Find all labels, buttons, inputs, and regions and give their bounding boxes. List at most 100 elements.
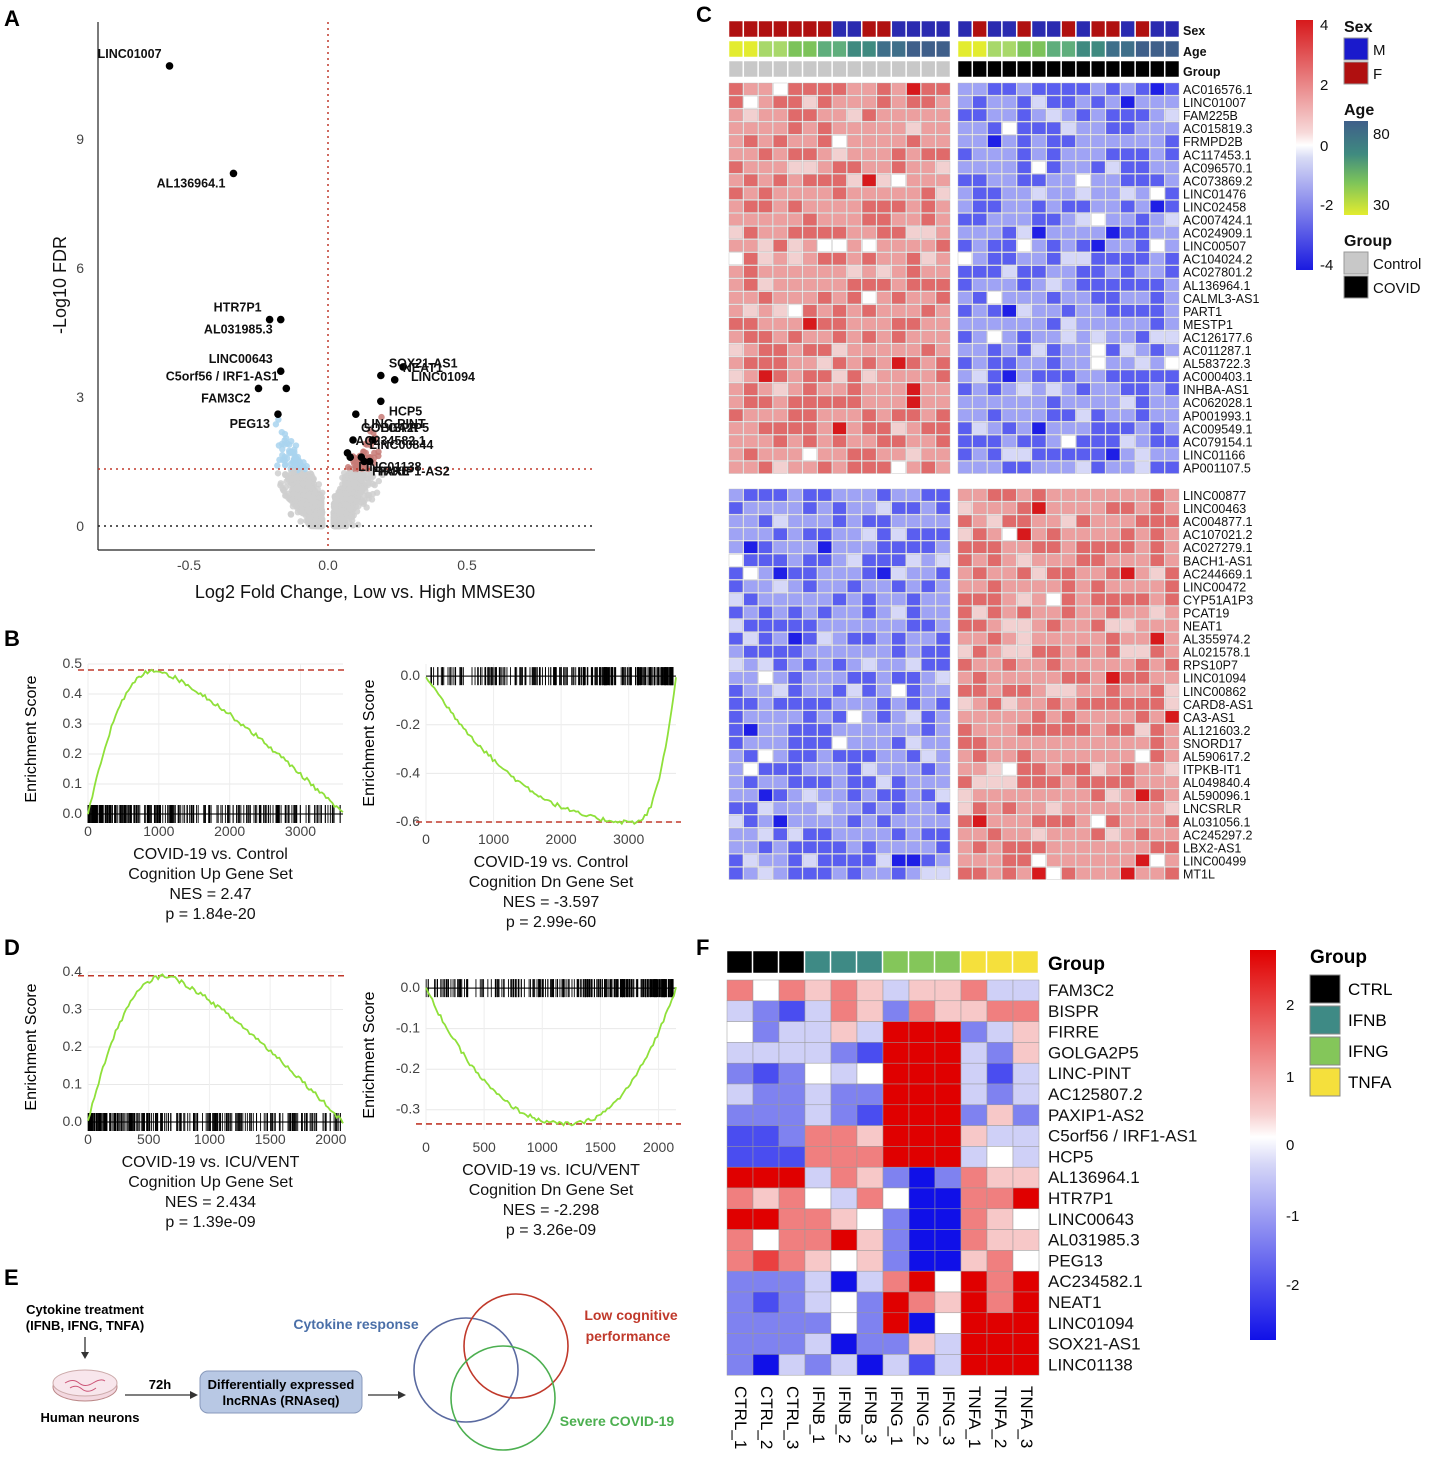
heatmap-c-cell — [728, 448, 744, 461]
heatmap-c-cell — [1150, 369, 1165, 383]
f-group-cell — [778, 950, 805, 974]
heatmap-f-cell — [778, 1042, 806, 1064]
heatmap-c-cell — [862, 317, 877, 331]
heatmap-c-cell — [847, 239, 862, 252]
heatmap-c-cell — [1031, 226, 1047, 239]
heatmap-c-cell — [891, 671, 906, 684]
heatmap-c-cell — [876, 174, 892, 187]
volcano-background-point — [286, 449, 293, 457]
heatmap-c-cell — [847, 382, 862, 396]
heatmap-c-cell — [1120, 304, 1135, 318]
heatmap-f-cell — [726, 1291, 754, 1314]
heatmap-c-cell — [1135, 501, 1150, 515]
heatmap-c-cell — [891, 422, 906, 435]
venn-covid-label: Severe COVID-19 — [560, 1413, 675, 1429]
heatmap-c-cell — [906, 291, 921, 305]
gsea-set: Cognition Dn Gene Set — [469, 1182, 634, 1199]
heatmap-c-cell — [832, 580, 847, 593]
heatmap-c-cell — [743, 593, 758, 606]
heatmap-f-cell — [804, 1291, 832, 1314]
heatmap-c-cell — [743, 396, 758, 409]
heatmap-c-cell — [987, 161, 1002, 174]
heatmap-c-row-label: AC244669.1 — [1183, 567, 1253, 581]
heatmap-c-cell — [957, 369, 973, 383]
heatmap-f-cell — [960, 1062, 988, 1085]
heatmap-c-cell — [1135, 684, 1150, 698]
heatmap-c-cell — [1150, 304, 1165, 318]
heatmap-c-cell — [743, 356, 758, 370]
heatmap-c-cell — [921, 697, 936, 711]
heatmap-c-cell — [1090, 697, 1106, 711]
heatmap-c-row-label: AC245297.2 — [1183, 828, 1253, 842]
heatmap-c-cell — [906, 265, 921, 278]
heatmap-c-cell — [788, 174, 803, 187]
heatmap-f-cell — [778, 1125, 806, 1147]
heatmap-c-cell — [921, 723, 936, 737]
heatmap-c-cell — [1076, 435, 1091, 448]
heatmap-c-cell — [802, 841, 818, 854]
heatmap-c-cell — [921, 684, 936, 698]
f-group-cell — [804, 950, 831, 974]
heatmap-c-cell — [906, 304, 921, 318]
gsea-ytick: -0.6 — [396, 813, 420, 829]
heatmap-c-cell — [891, 265, 906, 278]
heatmap-c-cell — [891, 580, 906, 593]
heatmap-c-cell — [876, 409, 892, 422]
heatmap-c-cell — [847, 580, 862, 593]
heatmap-c-cell — [1164, 382, 1180, 396]
heatmap-c-cell — [1120, 461, 1135, 474]
heatmap-c-cell — [1076, 658, 1091, 671]
heatmap-c-cell — [936, 265, 951, 278]
heatmap-c-cell — [891, 828, 906, 841]
heatmap-c-cell — [921, 541, 936, 554]
heatmap-c-cell — [788, 291, 803, 305]
heatmap-c-cell — [788, 422, 803, 435]
heatmap-c-cell — [1017, 723, 1032, 737]
heatmap-c-cell — [1090, 382, 1106, 396]
heatmap-c-cell — [1046, 226, 1061, 239]
heatmap-c-cell — [1002, 554, 1017, 567]
heatmap-c-cell — [906, 815, 921, 828]
legend-sex-m: M — [1373, 42, 1386, 59]
heatmap-c-cell — [1150, 265, 1165, 278]
heatmap-f-cell — [960, 1312, 988, 1334]
heatmap-c-cell — [1017, 867, 1032, 880]
heatmap-c-cell — [1076, 514, 1091, 528]
heatmap-c-cell — [847, 356, 862, 370]
heatmap-c-cell — [847, 317, 862, 331]
annot-age-cell — [1002, 40, 1017, 58]
heatmap-c-cell — [788, 278, 803, 292]
annot-group-cell — [802, 60, 818, 78]
heatmap-c-cell — [847, 841, 862, 854]
heatmap-c-cell — [891, 161, 906, 174]
heatmap-c-cell — [1046, 382, 1061, 396]
heatmap-c-cell — [862, 567, 877, 580]
heatmap-c-cell — [1046, 278, 1061, 292]
heatmap-c-cell — [1105, 448, 1121, 461]
annot-group-cell — [728, 60, 744, 78]
heatmap-f-cell — [1012, 1229, 1040, 1251]
heatmap-c-cell — [1017, 356, 1032, 370]
heatmap-c-cell — [972, 645, 987, 658]
heatmap-c-cell — [1002, 749, 1017, 763]
heatmap-c-cell — [987, 867, 1002, 880]
heatmap-c-cell — [957, 396, 973, 409]
volcano-background-point — [381, 469, 388, 476]
heatmap-c-cell — [788, 854, 803, 867]
heatmap-c-cell — [987, 854, 1002, 867]
heatmap-c-cell — [743, 723, 758, 737]
heatmap-c-cell — [1031, 95, 1047, 109]
heatmap-c-cell — [1061, 723, 1076, 737]
heatmap-f-cell — [934, 1166, 962, 1189]
heatmap-c-cell — [1076, 710, 1091, 724]
heatmap-c-cell — [957, 174, 973, 187]
volcano-background-point — [287, 510, 295, 518]
heatmap-c-cell — [1150, 554, 1165, 567]
gsea-ytick: 0.4 — [63, 685, 83, 701]
heatmap-c-cell — [832, 461, 847, 474]
heatmap-f-cell — [908, 1291, 936, 1314]
heatmap-c-cell — [1105, 304, 1121, 318]
heatmap-c-row-label: LINC00463 — [1183, 502, 1246, 516]
heatmap-c-cell — [1046, 448, 1061, 461]
heatmap-c-cell — [1002, 867, 1017, 880]
